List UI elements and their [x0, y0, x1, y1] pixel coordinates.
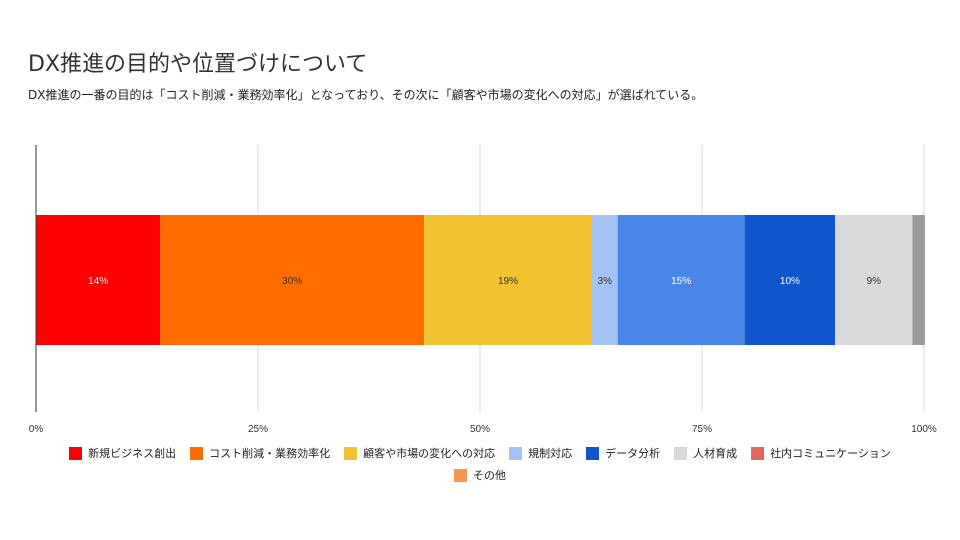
legend-swatch — [454, 468, 467, 482]
x-tick-label: 50% — [470, 424, 490, 435]
legend-item: 社内コミュニケーション — [751, 445, 891, 461]
x-tick-label: 100% — [911, 424, 937, 435]
legend-item: 新規ビジネス創出 — [69, 445, 176, 461]
bar-segment — [36, 215, 161, 345]
legend-swatch — [674, 446, 688, 460]
legend-item: その他 — [454, 467, 506, 483]
data-label: 15% — [671, 276, 691, 287]
bar-segment — [744, 215, 836, 345]
x-tick-label: 25% — [248, 424, 268, 435]
data-label: 19% — [498, 276, 518, 287]
legend-item: コスト削減・業務効率化 — [190, 445, 330, 461]
x-tick-label: 0% — [29, 424, 44, 435]
legend-label: その他 — [473, 469, 506, 482]
legend-item: 顧客や市場の変化への対応 — [344, 445, 495, 461]
legend-label: 社内コミュニケーション — [770, 447, 891, 460]
data-label: 3% — [598, 276, 613, 287]
legend-item: 規制対応 — [509, 445, 572, 461]
bar-segment — [160, 215, 425, 345]
bar-segment — [424, 215, 592, 345]
legend-item: データ分析 — [586, 445, 660, 461]
legend-swatch — [69, 446, 83, 460]
data-label: 10% — [780, 276, 800, 287]
data-label: 14% — [88, 276, 108, 287]
legend-label: コスト削減・業務効率化 — [209, 447, 331, 460]
data-label: 9% — [867, 276, 882, 287]
legend-label: 新規ビジネス創出 — [88, 447, 177, 460]
bar-segment — [617, 215, 745, 345]
bar-segment — [591, 215, 618, 345]
x-tick-label: 75% — [692, 424, 712, 435]
chart-title: DX推進の目的や位置づけについて — [28, 52, 368, 77]
bar-segment — [835, 215, 913, 345]
legend-swatch — [586, 446, 600, 460]
chart-legend: 新規ビジネス創出 コスト削減・業務効率化 顧客や市場の変化への対応 規制対応 データ分析… — [60, 445, 900, 483]
bar-segment — [912, 215, 925, 345]
legend-swatch — [344, 446, 358, 460]
legend-item: 人材育成 — [674, 445, 737, 461]
legend-swatch — [190, 446, 204, 460]
legend-label: 人材育成 — [693, 447, 738, 460]
legend-label: 規制対応 — [528, 447, 573, 460]
legend-label: データ分析 — [605, 447, 661, 460]
legend-swatch — [509, 446, 523, 460]
legend-swatch — [751, 446, 765, 460]
data-label: 30% — [282, 276, 302, 287]
legend-label: 顧客や市場の変化への対応 — [363, 447, 496, 460]
chart-subtitle: DX推進の一番の目的は「コスト削減・業務効率化」となっており、その次に「顧客や市… — [28, 88, 704, 102]
